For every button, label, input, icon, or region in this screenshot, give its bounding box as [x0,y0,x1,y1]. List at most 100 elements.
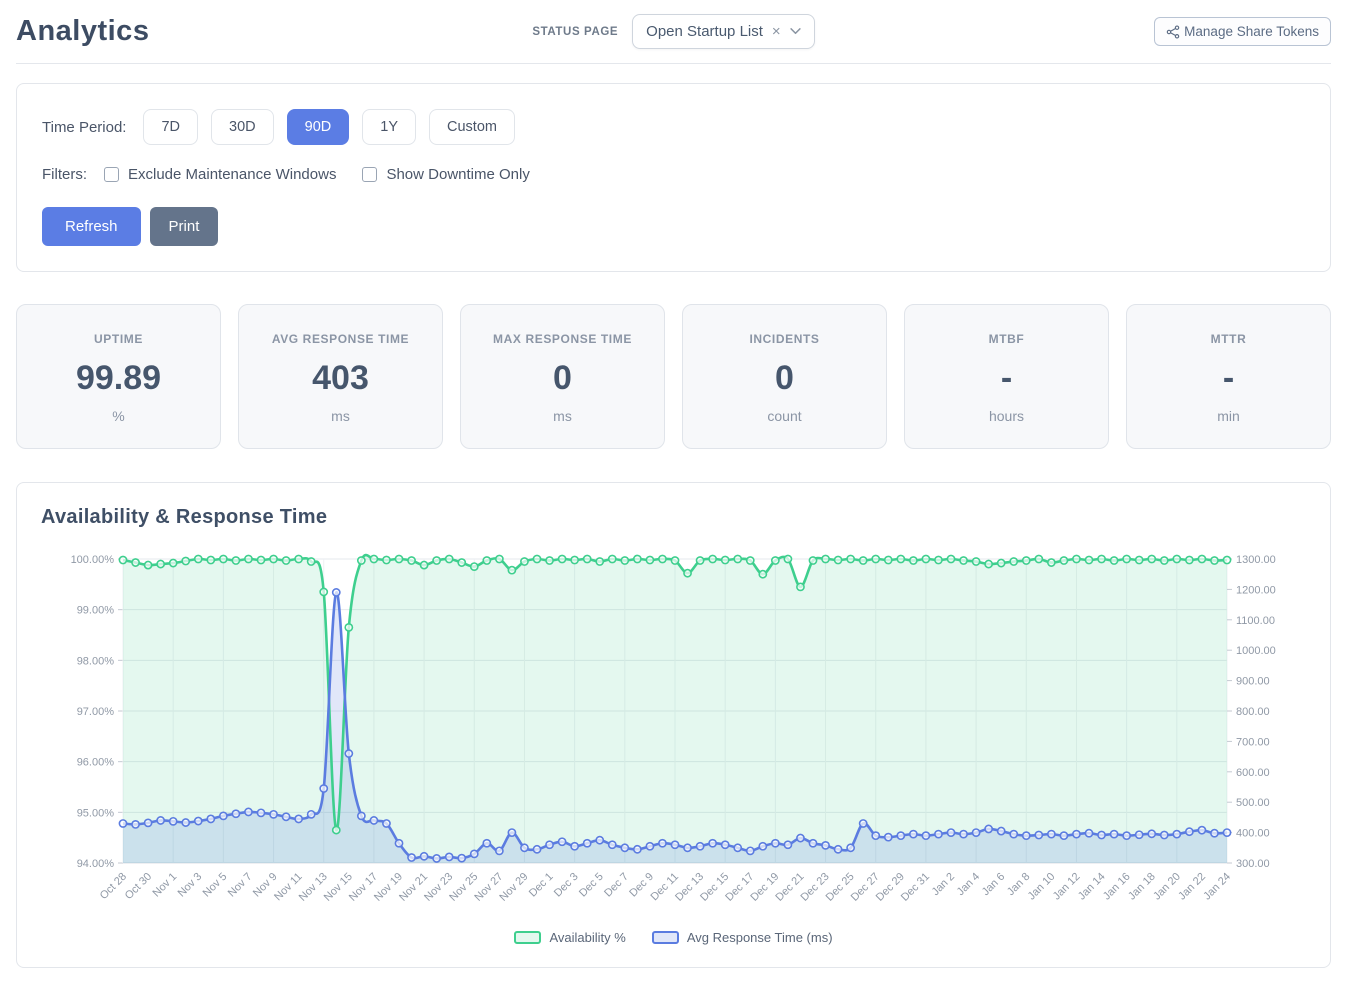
stat-label: AVG RESPONSE TIME [271,332,410,346]
availability-response-chart: 94.00% 95.00% 96.00% 97.00% 98.00% 99.00% 100.… [71,553,1276,904]
manage-share-tokens-label: Manage Share Tokens [1184,24,1320,39]
stat-value: - [1222,359,1235,397]
filter-panel: Time Period: 7D 30D 90D 1Y Custom Filters: E… [16,83,1331,272]
stat-value: 0 [775,359,794,397]
svg-text:1000.00: 1000.00 [1236,645,1276,657]
stat-unit: hours [988,408,1025,424]
svg-text:700.00: 700.00 [1236,736,1270,748]
svg-text:Jan 2: Jan 2 [930,871,958,899]
stat-card-avg-response-time: AVG RESPONSE TIME 403 ms [238,304,443,449]
svg-text:900.00: 900.00 [1236,676,1270,688]
svg-text:Oct 30: Oct 30 [123,871,154,902]
stat-label: MTBF [988,332,1025,346]
svg-text:94.00%: 94.00% [77,858,115,870]
legend-swatch-icon [651,931,679,944]
checkbox-label: Exclude Maintenance Windows [128,166,337,183]
svg-text:Jan 20: Jan 20 [1151,871,1183,903]
svg-text:600.00: 600.00 [1236,767,1270,779]
checkbox-icon[interactable] [362,167,378,182]
stat-card-mttr: MTTR - min [1126,304,1331,449]
filters-row: Filters: Exclude Maintenance Windows Show… [42,166,1305,183]
stat-unit: ms [331,408,350,424]
stat-value: - [1000,359,1013,397]
svg-text:Dec 7: Dec 7 [602,871,631,900]
svg-text:98.00%: 98.00% [77,655,115,667]
svg-text:Nov 7: Nov 7 [226,871,255,900]
filter-checkbox-1[interactable]: Show Downtime Only [362,166,530,183]
status-page-label: STATUS PAGE [532,25,619,38]
status-page-select[interactable]: Open Startup List × [632,14,815,49]
svg-text:Jan 6: Jan 6 [980,871,1008,899]
header: Analytics STATUS PAGE Open Startup List … [16,10,1332,64]
time-period-row: Time Period: 7D 30D 90D 1Y Custom [42,109,1305,145]
time-period-button-custom[interactable]: Custom [429,109,515,145]
stat-unit: count [767,408,802,424]
svg-text:99.00%: 99.00% [77,605,115,617]
svg-text:Jan 12: Jan 12 [1051,871,1083,903]
svg-text:Dec 5: Dec 5 [577,871,606,900]
chevron-down-icon [790,28,801,35]
chart-card: Availability & Response Time 94.00% 95.00… [16,482,1331,968]
svg-text:Dec 3: Dec 3 [552,871,581,900]
stat-unit: min [1217,408,1240,424]
checkbox-icon[interactable] [104,167,119,182]
refresh-button[interactable]: Refresh [42,207,141,246]
svg-text:Nov 5: Nov 5 [201,871,230,900]
stat-card-uptime: UPTIME 99.89% [16,304,221,449]
legend-item[interactable]: Availability % [514,930,626,945]
svg-text:Nov 1: Nov 1 [150,871,179,900]
stat-card-mtbf: MTBF - hours [904,304,1109,449]
time-period-button-7d[interactable]: 7D [143,109,199,145]
svg-text:96.00%: 96.00% [77,757,115,769]
stats-row: UPTIME 99.89% AVG RESPONSE TIME 403 ms MAX RE… [16,304,1331,449]
stat-label: INCIDENTS [749,332,820,346]
svg-text:800.00: 800.00 [1236,706,1270,718]
time-period-group: 7D 30D 90D 1Y Custom [143,109,515,145]
status-page-select-value: Open Startup List [646,23,763,40]
svg-text:Jan 22: Jan 22 [1176,871,1208,903]
chart-title: Availability & Response Time [41,506,328,528]
filter-checkbox-0[interactable]: Exclude Maintenance Windows [104,166,336,183]
svg-text:Jan 24: Jan 24 [1201,871,1233,903]
share-icon [1166,24,1180,39]
stat-card-incidents: INCIDENTS 0 count [682,304,887,449]
legend-item[interactable]: Avg Response Time (ms) [651,930,833,945]
svg-text:Oct 28: Oct 28 [98,871,129,902]
svg-text:Jan 14: Jan 14 [1076,871,1108,903]
chart-legend: Availability % Avg Response Time (ms) [41,930,1306,953]
status-page-group: STATUS PAGE Open Startup List × [532,14,815,49]
stat-value: 99.89 [75,359,162,397]
stat-unit: ms [553,408,572,424]
clear-selection-icon[interactable]: × [771,23,781,40]
actions-row: Refresh Print [42,207,1305,246]
svg-text:Jan 18: Jan 18 [1126,871,1158,903]
time-period-button-90d[interactable]: 90D [286,109,350,145]
stat-label: MTTR [1210,332,1247,346]
stat-unit: % [112,408,125,424]
svg-text:Dec 1: Dec 1 [527,871,556,900]
page-title: Analytics [16,15,150,47]
svg-text:1100.00: 1100.00 [1236,615,1275,627]
svg-text:Jan 4: Jan 4 [955,871,983,899]
stat-label: MAX RESPONSE TIME [493,332,632,346]
svg-text:500.00: 500.00 [1236,797,1270,809]
legend-label: Availability % [549,930,626,945]
svg-text:100.00%: 100.00% [71,554,115,566]
stat-value: 403 [312,359,369,397]
time-period-button-1y[interactable]: 1Y [362,109,416,145]
time-period-button-30d[interactable]: 30D [211,109,274,145]
svg-text:1200.00: 1200.00 [1236,584,1276,596]
svg-text:Jan 10: Jan 10 [1026,871,1058,903]
svg-text:Jan 16: Jan 16 [1101,871,1133,903]
svg-text:Nov 3: Nov 3 [176,871,205,900]
svg-text:95.00%: 95.00% [77,807,115,819]
legend-label: Avg Response Time (ms) [686,930,833,945]
manage-share-tokens-button[interactable]: Manage Share Tokens [1154,17,1332,46]
time-period-label: Time Period: [42,118,127,136]
svg-text:Dec 31: Dec 31 [899,871,932,904]
checkbox-label: Show Downtime Only [386,166,530,183]
stat-value: 0 [553,359,572,397]
legend-swatch-icon [514,931,542,944]
print-button[interactable]: Print [149,207,219,246]
